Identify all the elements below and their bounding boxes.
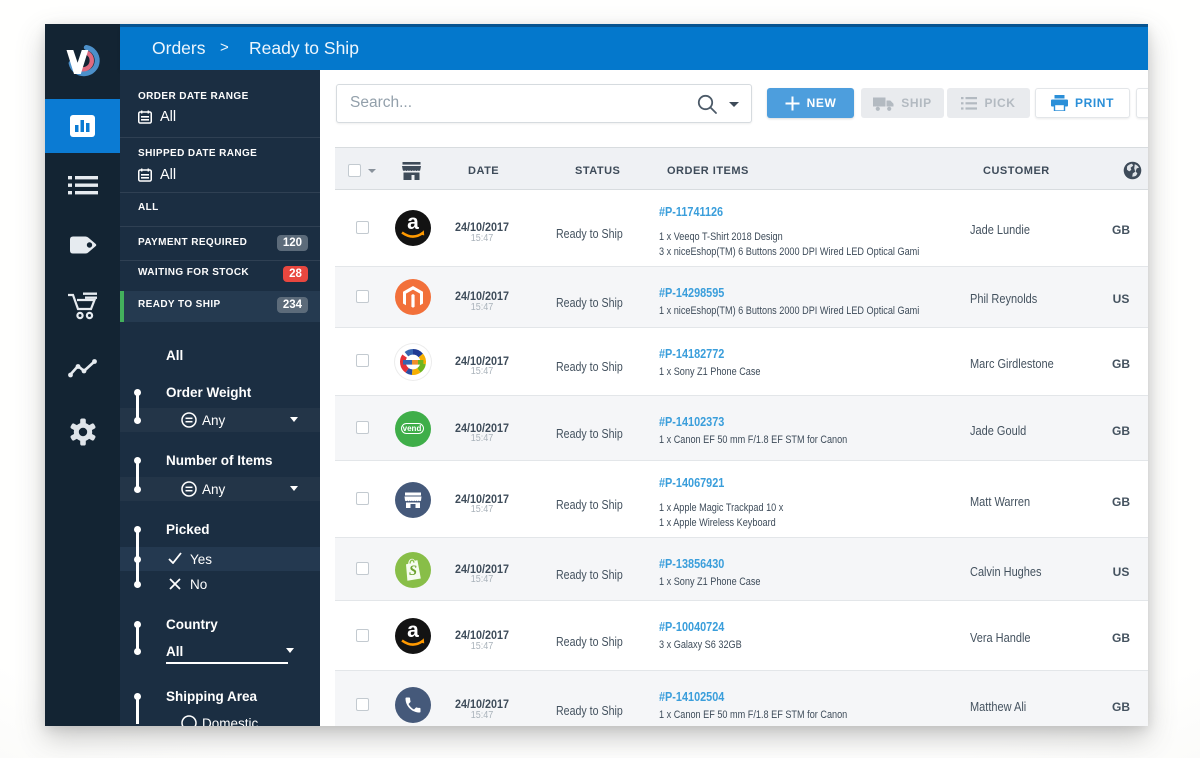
svg-text:S: S <box>409 563 417 579</box>
